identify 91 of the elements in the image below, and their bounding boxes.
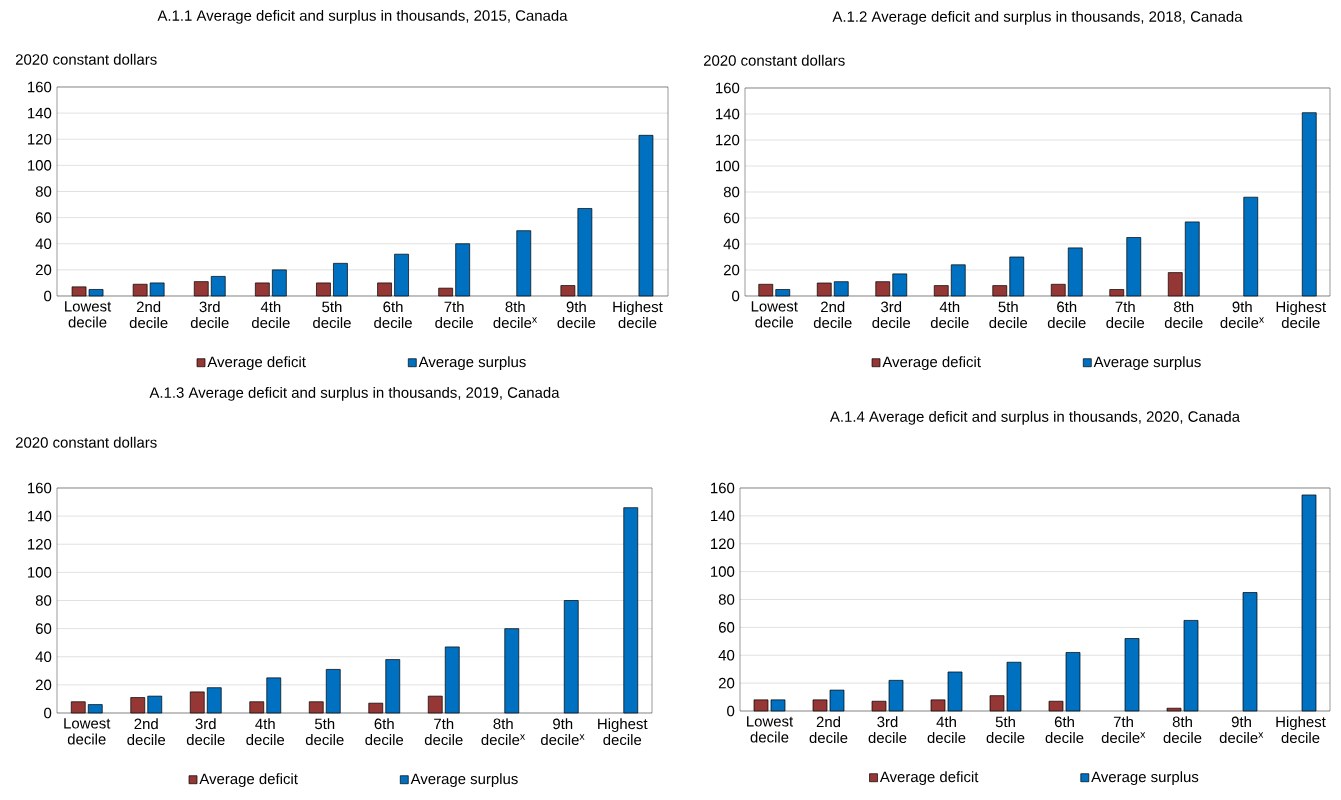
y-tick-label: 0 [732, 290, 740, 302]
y-tick-label: 20 [723, 264, 740, 276]
y-tick-label: 160 [28, 81, 52, 93]
x-tick-label: Highest decile [613, 301, 663, 329]
y-tick-label: 100 [716, 160, 740, 172]
y-tick-label: 160 [28, 482, 52, 494]
x-tick-label: 3rd decile [868, 716, 907, 744]
x-tick-label: 2nd decile [809, 716, 848, 744]
y-tick-label: 160 [716, 82, 740, 94]
x-tick-label: 9th decile$^{x}$ [1219, 716, 1264, 744]
y-tick-label: 40 [718, 649, 735, 661]
x-tick-label: 7th decile [435, 301, 473, 329]
y-tick-label: 80 [723, 186, 740, 198]
x-tick-label: 6th decile [374, 301, 412, 329]
y-tick-label: 60 [35, 212, 52, 223]
x-tick-label: 2nd decile [129, 301, 168, 329]
y-tick-label: 60 [718, 622, 735, 633]
y-tick-label: 80 [35, 186, 52, 197]
legend-label: Average deficit [882, 356, 981, 371]
x-tick-label: 4th decile [930, 301, 969, 329]
y-tick-label: 120 [711, 538, 735, 550]
x-tick-label: 8th decile$^{x}$ [481, 718, 526, 746]
y-tick-label: 0 [44, 707, 52, 719]
legend-label: Average surplus [1093, 356, 1201, 371]
y-axis-title: 2020 constant dollars [15, 436, 157, 448]
y-tick-label: 0 [44, 290, 52, 302]
x-tick-label: 2nd decile [127, 718, 166, 746]
x-tick-label: 8th decile [1164, 301, 1203, 329]
y-tick-label: 100 [28, 160, 52, 171]
y-tick-label: 120 [716, 134, 740, 146]
x-tick-label: 7th decile [424, 718, 463, 746]
legend-label: Average deficit [879, 771, 979, 786]
x-tick-label: 6th decile [1045, 716, 1084, 744]
y-tick-label: 0 [727, 705, 735, 717]
x-tick-label: 4th decile [246, 718, 285, 746]
y-tick-label: 80 [35, 595, 52, 606]
legend-label: Average deficit [199, 773, 298, 788]
x-tick-label: 7th decile$^{x}$ [1101, 716, 1146, 744]
x-tick-label: Lowest decile [751, 301, 798, 328]
legend-label: Average surplus [418, 356, 526, 371]
y-tick-label: 100 [28, 567, 52, 578]
x-tick-label: 9th decile$^{x}$ [540, 718, 585, 746]
legend-label: Average surplus [410, 773, 518, 788]
y-tick-label: 60 [723, 212, 740, 224]
y-tick-label: 20 [35, 679, 52, 691]
chart-title: A.1.2 Average deficit and surplus in thousands, 2018, Canada [832, 10, 1243, 25]
y-tick-label: 60 [35, 623, 52, 634]
y-tick-label: 40 [35, 651, 52, 663]
chart-title: A.1.4 Average deficit and surplus in thousands, 2020, Canada [829, 410, 1241, 425]
y-axis-title: 2020 constant dollars [15, 53, 157, 65]
legend-label: Average deficit [207, 356, 306, 371]
x-tick-label: 5th decile [986, 716, 1025, 744]
y-tick-label: 20 [718, 677, 735, 689]
x-tick-label: 2nd decile [813, 301, 852, 329]
y-tick-label: 140 [716, 108, 740, 120]
x-tick-label: 6th decile [1047, 301, 1086, 329]
x-tick-label: Highest decile [598, 718, 648, 746]
y-tick-label: 40 [723, 238, 740, 250]
x-tick-label: 8th decile$^{x}$ [493, 301, 538, 329]
y-tick-label: 140 [28, 107, 52, 119]
y-tick-label: 40 [35, 238, 52, 250]
x-tick-label: 4th decile [251, 301, 290, 329]
x-tick-label: Lowest decile [65, 301, 112, 328]
y-tick-label: 140 [711, 510, 735, 522]
x-tick-label: 5th decile [989, 301, 1028, 329]
y-tick-label: 20 [35, 264, 52, 276]
x-tick-label: 3rd decile [190, 301, 229, 329]
x-tick-label: 6th decile [365, 718, 404, 746]
x-tick-label: Highest decile [1276, 301, 1326, 329]
x-tick-label: 9th decile$^{x}$ [1220, 301, 1265, 329]
x-tick-label: 7th decile [1106, 301, 1145, 329]
chart-title: A.1.3 Average deficit and surplus in thousands, 2019, Canada [149, 386, 560, 401]
x-tick-label: 3rd decile [872, 301, 911, 329]
x-tick-label: Lowest decile [64, 718, 111, 745]
y-axis-title: 2020 constant dollars [703, 54, 845, 66]
y-tick-label: 80 [718, 594, 735, 605]
x-tick-label: 5th decile [313, 301, 351, 329]
y-tick-label: 160 [711, 482, 735, 494]
x-tick-label: 8th decile [1163, 716, 1202, 744]
x-tick-label: 9th decile [557, 301, 596, 329]
x-tick-label: Highest decile [1276, 716, 1326, 744]
y-tick-label: 120 [28, 133, 52, 145]
y-tick-label: 140 [28, 510, 52, 522]
y-tick-label: 100 [711, 566, 735, 577]
x-tick-label: 3rd decile [186, 718, 225, 746]
x-tick-label: Lowest decile [747, 716, 794, 743]
y-tick-label: 120 [28, 538, 52, 550]
x-tick-label: 5th decile [305, 718, 344, 746]
x-tick-label: 4th decile [927, 716, 966, 744]
chart-title: A.1.1 Average deficit and surplus in thousands, 2015, Canada [157, 9, 568, 24]
legend-label: Average surplus [1091, 771, 1199, 786]
